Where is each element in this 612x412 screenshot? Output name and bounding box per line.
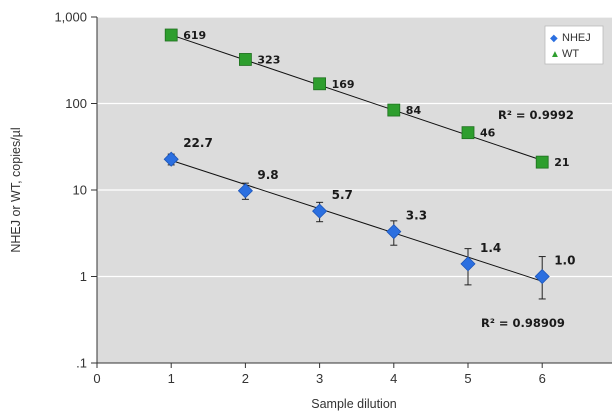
nhej-trendline — [171, 159, 543, 282]
wt-data-label: 21 — [554, 156, 569, 169]
wt-point — [535, 155, 549, 169]
nhej-data-label: 9.8 — [257, 168, 278, 182]
nhej-r-squared: R² = 0.98909 — [481, 316, 565, 330]
x-tick-label: 4 — [390, 371, 397, 386]
nhej-point — [460, 256, 476, 272]
x-tick-label: 6 — [539, 371, 546, 386]
x-tick-label: 5 — [464, 371, 471, 386]
wt-r-squared: R² = 0.9992 — [498, 108, 574, 122]
nhej-data-label: 1.4 — [480, 241, 501, 255]
nhej-data-label: 3.3 — [406, 209, 427, 223]
legend-symbol-wt: ▲ — [550, 49, 560, 60]
markers — [163, 28, 550, 285]
wt-data-label: 619 — [183, 29, 206, 42]
y-axis-title: NHEJ or WT, copies/µl — [9, 127, 23, 252]
wt-point — [461, 126, 475, 140]
trendlines — [171, 34, 543, 282]
nhej-point — [237, 183, 253, 199]
nhej-data-label: 5.7 — [332, 188, 353, 202]
wt-point — [164, 28, 178, 42]
nhej-point — [312, 203, 328, 219]
legend-label-nhej: NHEJ — [562, 32, 591, 44]
x-axis-title: Sample dilution — [311, 397, 397, 411]
legend-box — [544, 25, 604, 65]
legend-label-wt: WT — [562, 48, 579, 60]
y-tick-label: 10 — [73, 183, 87, 198]
nhej-data-label: 1.0 — [554, 254, 575, 268]
x-tick-label: 1 — [168, 371, 175, 386]
wt-data-label: 169 — [332, 78, 355, 91]
x-tick-label: 3 — [316, 371, 323, 386]
r-squared-labels: R² = 0.98909 R² = 0.9992 — [481, 108, 574, 330]
x-tick-label: 2 — [242, 371, 249, 386]
wt-point — [313, 77, 327, 91]
nhej-data-label: 22.7 — [183, 136, 213, 150]
legend-symbol-nhej: ◆ — [550, 33, 558, 44]
data-labels: 22.7 9.8 5.7 3.3 1.4 1.0 619 323 169 84 46 21 — [183, 29, 575, 267]
y-axis-ticks: .1 1 10 100 1,000 — [54, 10, 97, 371]
x-tick-label: 0 — [93, 371, 100, 386]
nhej-point — [386, 224, 402, 240]
legend: ◆ NHEJ ▲ WT — [544, 25, 604, 65]
x-axis-ticks: 01234567 — [93, 363, 546, 386]
y-tick-label: 1 — [80, 269, 87, 284]
wt-point — [387, 103, 401, 117]
wt-data-label: 323 — [257, 53, 280, 66]
y-tick-label: 1,000 — [54, 10, 87, 25]
nhej-point — [534, 268, 550, 285]
wt-trendline — [171, 34, 543, 161]
wt-data-label: 84 — [406, 104, 422, 117]
nhej-point — [163, 151, 179, 167]
y-tick-label: .1 — [76, 356, 87, 371]
wt-data-label: 46 — [480, 127, 496, 140]
y-tick-label: 100 — [65, 96, 87, 111]
wt-point — [238, 53, 252, 66]
